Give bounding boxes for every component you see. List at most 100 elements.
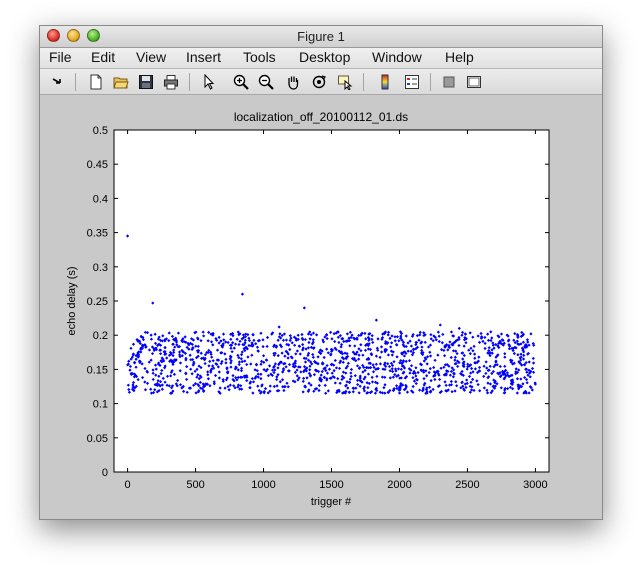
minimize-button[interactable]: [67, 29, 80, 42]
data-point: [169, 374, 173, 378]
data-point: [167, 338, 171, 343]
data-point: [472, 388, 476, 393]
save-icon[interactable]: [138, 74, 154, 90]
data-point: [442, 354, 447, 358]
pan-hand-icon[interactable]: [285, 74, 301, 90]
data-point: [462, 353, 466, 358]
data-point: [460, 380, 464, 384]
data-point: [247, 338, 252, 343]
data-point: [174, 338, 178, 342]
data-point: [341, 370, 346, 374]
data-point: [196, 390, 200, 394]
data-point: [422, 331, 426, 335]
data-point: [414, 342, 418, 347]
rotate-3d-icon[interactable]: [311, 74, 327, 90]
data-point: [524, 377, 529, 382]
colorbar-icon[interactable]: [377, 74, 393, 90]
data-point: [451, 334, 456, 338]
data-point: [398, 376, 402, 380]
data-point: [325, 371, 330, 375]
data-point: [357, 333, 361, 338]
data-point: [311, 340, 315, 344]
data-point: [527, 343, 531, 347]
dock-arrow-icon[interactable]: [50, 74, 66, 90]
legend-icon[interactable]: [404, 74, 420, 90]
data-point: [190, 372, 194, 376]
data-point: [240, 387, 244, 391]
data-point: [459, 371, 463, 376]
show-plot-tools-icon[interactable]: [466, 74, 482, 90]
data-point: [284, 338, 289, 342]
data-point: [401, 350, 406, 354]
data-point: [127, 390, 131, 394]
data-point: [521, 357, 526, 361]
data-point: [360, 380, 364, 384]
data-point: [284, 349, 288, 353]
data-point: [125, 234, 130, 238]
menu-insert[interactable]: Insert: [186, 49, 222, 65]
data-point: [490, 336, 494, 340]
menu-edit[interactable]: Edit: [91, 49, 116, 65]
data-point: [199, 375, 203, 379]
menu-desktop[interactable]: Desktop: [299, 49, 351, 65]
data-point: [313, 387, 317, 391]
data-point: [389, 349, 394, 353]
data-point: [501, 372, 505, 377]
menu-help[interactable]: Help: [445, 49, 474, 65]
data-point: [364, 337, 368, 341]
data-point: [340, 374, 344, 378]
data-point: [191, 357, 195, 362]
data-point: [332, 332, 336, 336]
edit-plot-arrow-icon[interactable]: [201, 74, 217, 90]
data-point: [229, 346, 233, 350]
data-point: [255, 369, 259, 373]
data-point: [491, 384, 496, 388]
data-cursor-icon[interactable]: [337, 74, 353, 90]
data-point: [402, 388, 407, 392]
data-point: [344, 383, 348, 387]
open-file-icon[interactable]: [113, 74, 129, 90]
zoom-in-icon[interactable]: [233, 74, 249, 90]
data-point: [502, 391, 506, 395]
data-point: [357, 357, 361, 361]
close-button[interactable]: [47, 29, 60, 42]
data-point: [298, 365, 302, 369]
data-point: [395, 335, 400, 339]
new-figure-icon[interactable]: [88, 74, 104, 90]
data-point: [256, 375, 260, 379]
toolbar-separator: [189, 73, 190, 91]
data-point: [363, 348, 368, 352]
menu-window[interactable]: Window: [372, 49, 422, 65]
data-point: [335, 390, 339, 395]
title-bar[interactable]: Figure 1: [40, 26, 602, 48]
data-point: [153, 383, 157, 387]
data-point: [213, 373, 218, 378]
hide-plot-tools-icon[interactable]: [441, 74, 457, 90]
scatter-plot[interactable]: 0 0.05 0.1 0.15 0.2 0.25 0.3 0.35 0.4 0.45 0.5 0 50…: [40, 26, 602, 519]
data-point: [425, 374, 429, 378]
data-point: [517, 368, 521, 372]
data-point: [161, 376, 165, 380]
data-point: [476, 359, 481, 363]
data-point: [469, 366, 474, 371]
data-point: [462, 388, 467, 392]
data-point: [302, 365, 307, 369]
zoom-out-icon[interactable]: [258, 74, 274, 90]
menu-file[interactable]: File: [49, 49, 72, 65]
data-point: [482, 374, 486, 378]
data-point: [143, 366, 147, 371]
data-point: [131, 342, 136, 346]
data-point: [155, 381, 160, 386]
menu-view[interactable]: View: [136, 49, 167, 65]
data-point: [306, 332, 311, 336]
data-point: [488, 382, 493, 386]
data-point: [506, 334, 510, 338]
zoom-button[interactable]: [87, 29, 100, 42]
data-point: [198, 386, 203, 390]
data-point: [444, 344, 448, 348]
data-point: [321, 362, 325, 366]
data-point: [487, 346, 491, 350]
print-icon[interactable]: [163, 74, 179, 90]
data-point: [441, 332, 445, 337]
menu-tools[interactable]: Tools: [243, 49, 276, 65]
